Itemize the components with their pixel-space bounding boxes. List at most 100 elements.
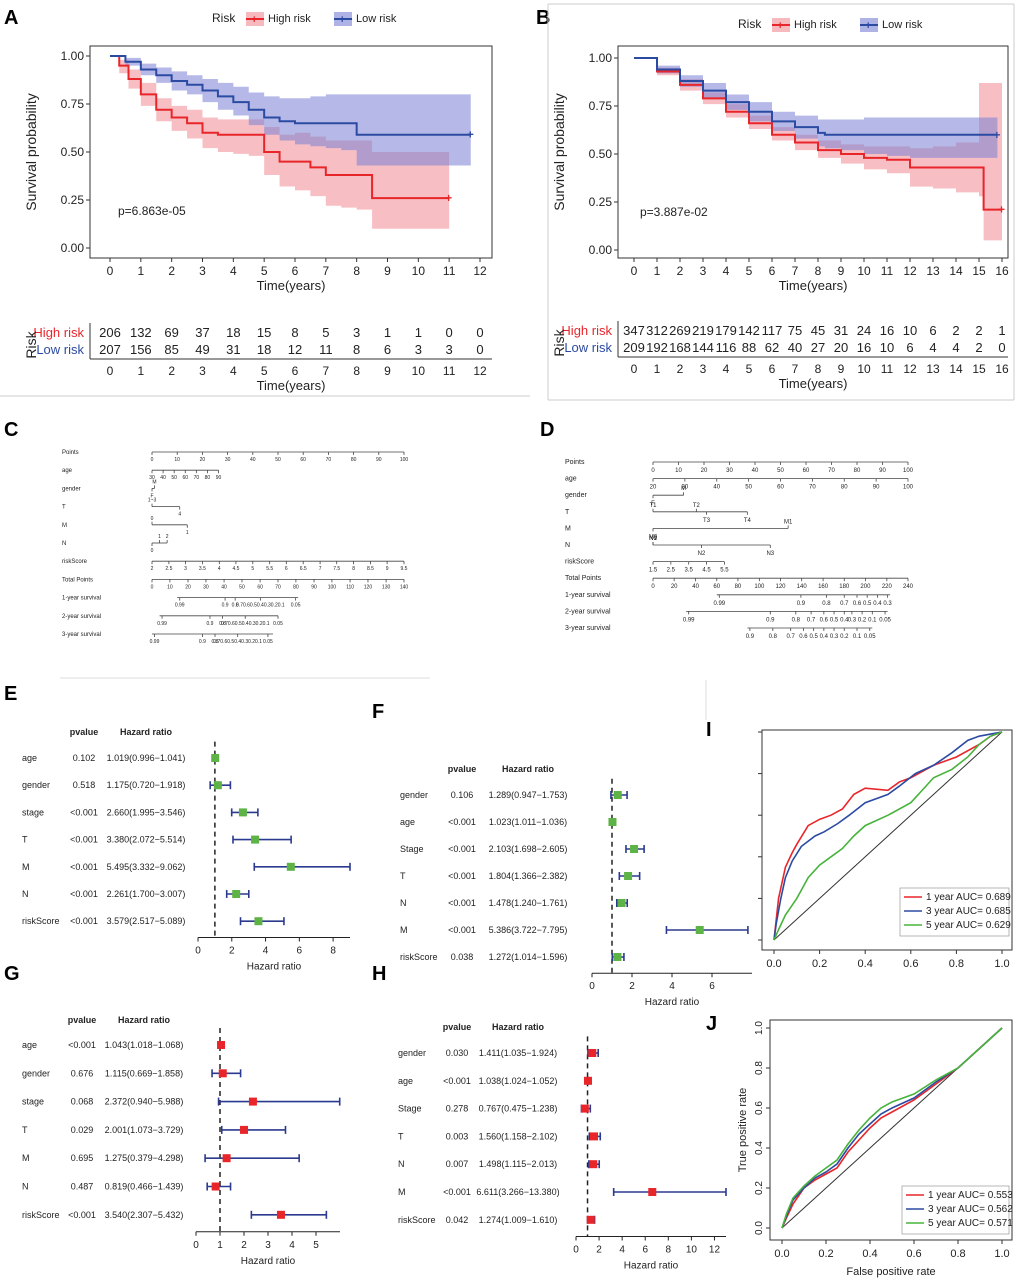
x-tick-label: 2 [241,1240,247,1251]
p-value-cell: 0.695 [71,1153,94,1163]
forest-plot-G: pvalue Hazard ratio age <0.001 1.043(1.018−1… [22,1015,341,1267]
nomogram-tick-label: 1 [186,530,189,536]
hazard-ratio-cell: 1.043(1.018−1.068) [105,1040,184,1050]
risk-x-tick-label: 12 [903,362,917,376]
x-tick-label: 0.0 [774,1248,789,1260]
hazard-ratio-cell: 2.660(1.995−3.546) [107,807,186,817]
variable-label: stage [22,807,44,817]
nomogram-tick-label: 20 [701,468,708,474]
nomogram-tick-label: 40 [692,584,699,590]
nomogram-tick-label: 0.05 [273,621,283,627]
confidence-band-high [110,56,450,229]
nomogram-tick-label: 0.5 [809,634,818,640]
p-value-cell: <0.001 [70,807,98,817]
hazard-ratio-point [589,1160,598,1169]
nomogram-tick-label: T2 [693,503,701,509]
nomogram-row-label: N [565,542,570,549]
nomogram-tick-label: N3 [766,551,774,557]
y-tick-label: 0.2 [754,1181,765,1195]
nomogram-tick-label: 60 [777,485,784,491]
panel-label-G: G [4,963,20,985]
roc-chart-J: 0.0 0.2 0.4 0.6 0.8 1.0 0.0 0.2 0.4 0.6 0.8 1.0 Fals… [737,1019,1013,1278]
nomogram-tick-label: M [681,486,686,492]
hazard-ratio-point [695,926,704,934]
x-tick-label: 6 [642,1244,648,1255]
hazard-ratio-cell: 1.272(1.014−1.596) [489,952,568,962]
risk-x-tick-label: 3 [700,362,707,376]
nomogram-tick-label: 0.3 [830,634,839,640]
x-tick-label: 0 [195,946,201,957]
nomogram-tick-label: T4 [744,518,752,524]
nomogram-tick-label: 0.2 [858,617,867,623]
hazard-ratio-point [276,1210,285,1219]
x-tick-label: 7 [792,264,799,278]
km-chart-B: Risk + High risk + Low risk + +0.00 0.25 0.50 0.7… [551,17,1009,391]
y-tick-label: 0.50 [61,145,85,159]
risk-count: 142 [738,323,760,338]
risk-count: 312 [646,323,668,338]
nomogram-tick-label: 0.99 [713,601,725,607]
variable-label: age [22,1040,37,1050]
x-tick-label: 0 [573,1244,579,1255]
variable-label: gender [22,780,50,790]
confidence-band-low [110,56,471,166]
risk-y-label: Risk [551,328,567,356]
nomogram-tick-label: 160 [818,584,829,590]
roc-curve-3yr [781,1027,1003,1229]
plot-frame [769,1019,1013,1241]
x-axis-label: Time(years) [257,278,326,293]
nomogram-tick-label: 6.5 [300,566,307,572]
risk-count: 144 [692,340,714,355]
risk-y-label: Risk [23,330,39,358]
nomogram-tick-label: M1 [784,519,793,525]
risk-count: 49 [195,342,209,357]
hazard-ratio-cell: 1.498(1.115−2.013) [479,1159,557,1169]
nomogram-tick-label: 20 [650,485,657,491]
risk-count: 16 [880,323,894,338]
hazard-ratio-point [211,1182,220,1191]
nomogram-tick-label: 0 [651,468,655,474]
x-tick-label: 12 [903,264,917,278]
y-tick-label: 1.00 [61,49,85,63]
risk-count: 4 [952,340,959,355]
x-tick-label: 12 [473,264,487,278]
roc-curve-1yr [781,1027,1003,1229]
confidence-band-low [634,58,998,158]
nomogram-tick-label: 2 [151,566,154,572]
nomogram-tick-label: 130 [382,584,391,590]
nomogram-tick-label: 50 [171,475,177,481]
nomogram-tick-label: 0.8 [822,601,831,607]
risk-count: 269 [669,323,691,338]
x-tick-label: 3 [199,264,206,278]
nomogram-tick-label: 70 [809,485,816,491]
nomogram-tick-label: 220 [882,584,893,590]
forest-plot-H: pvalue Hazard ratio gender 0.030 1.411(1.035… [398,1022,727,1271]
nomogram-tick-label: 0.8 [219,621,226,627]
risk-count: 12 [288,342,302,357]
forest-plot-E: pvalue Hazard ratio age 0.102 1.019(0.996−1.… [22,727,351,973]
hazard-ratio-cell: 2.103(1.698−2.605) [489,844,568,854]
hazard-ratio-cell: 1.038(1.024−1.052) [479,1076,558,1086]
nomogram-tick-label: 0.4 [873,601,882,607]
nomogram-tick-label: 90 [879,468,886,474]
nomogram-row-label: 1-year survival [565,592,611,599]
nomogram-row-label: riskScore [565,559,594,566]
hazard-ratio-point [211,754,220,762]
legend-label: 3 year AUC= 0.685 [926,906,1011,917]
risk-count: 6 [929,323,936,338]
column-header-pvalue: pvalue [448,764,477,774]
nomogram-tick-label: 9 [386,566,389,572]
nomogram-row-label: 2-year survival [565,608,611,615]
panel-label-J: J [706,1013,717,1035]
x-tick-label: 13 [926,264,940,278]
x-tick-label: 8 [353,264,360,278]
nomogram-tick-label: F [150,493,153,499]
legend-label: 5 year AUC= 0.571 [928,1218,1013,1229]
variable-label: M [400,925,408,935]
panel-label-D: D [540,419,554,441]
nomogram-tick-label: 0 [151,584,154,590]
p-value-cell: 0.106 [451,790,474,800]
x-tick-label: 1 [654,264,661,278]
legend: Risk + High risk + Low risk [738,17,923,32]
